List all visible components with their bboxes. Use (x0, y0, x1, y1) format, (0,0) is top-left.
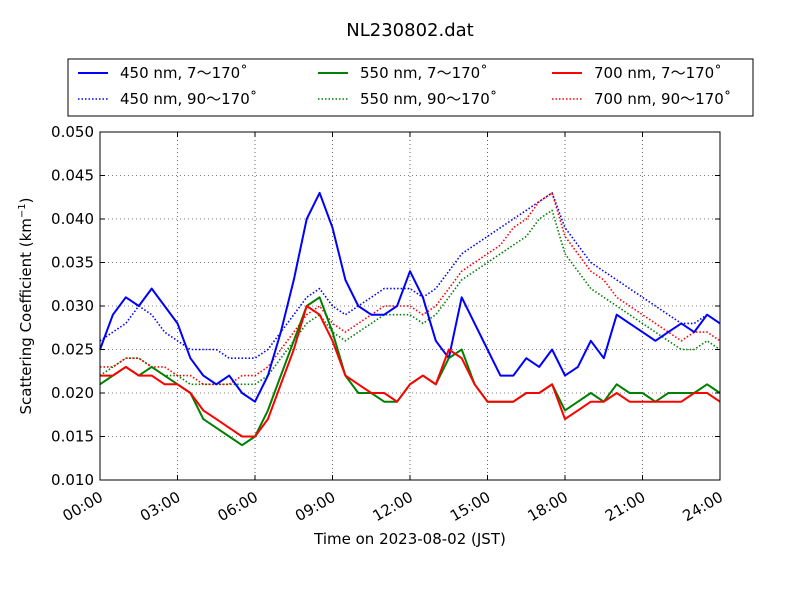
legend-item: 700 nm, 90～170˚ (552, 90, 731, 108)
legend-label: 550 nm, 90～170˚ (360, 90, 497, 108)
legend-label: 700 nm, 7～170˚ (594, 64, 722, 82)
series-line-450-nm-7-170- (99, 191, 721, 403)
legend-item: 450 nm, 7～170˚ (78, 64, 248, 82)
y-axis-label-superscript: −1 (17, 203, 28, 218)
legend-label: 450 nm, 7～170˚ (120, 64, 248, 82)
y-axis-label: Scattering Coefficient (km−1) (17, 197, 35, 414)
legend-label: 700 nm, 90～170˚ (594, 90, 731, 108)
legend-item: 550 nm, 7～170˚ (318, 64, 488, 82)
plot-area: 00:00 03:00 06:00 09:00 12:00 15:00 18:00 21:00… (51, 123, 726, 525)
legend-item: 700 nm, 7～170˚ (552, 64, 722, 82)
legend-item: 450 nm, 90～170˚ (78, 90, 257, 108)
x-axis-label: Time on 2023-08-02 (JST) (313, 530, 506, 548)
y-tick-label: 0.015 (51, 428, 94, 446)
series-line-700-nm-7-170- (100, 305, 721, 438)
y-axis-label-close: ) (17, 197, 35, 203)
legend-label: 550 nm, 7～170˚ (360, 64, 488, 82)
y-axis-label-main: Scattering Coefficient (km (17, 218, 35, 414)
y-tick-label: 0.020 (51, 384, 94, 402)
y-tick-label: 0.025 (51, 341, 94, 359)
y-tick-label: 0.035 (51, 254, 94, 272)
legend-entries: 450 nm, 7～170˚ 450 nm, 90～170˚ 550 nm, 7～1… (78, 64, 731, 108)
legend: 450 nm, 7～170˚ 450 nm, 90～170˚ 550 nm, 7～1… (67, 58, 754, 117)
series-line-550-nm-90-170- (99, 209, 721, 386)
y-tick-label: 0.040 (51, 210, 94, 228)
y-tick-label: 0.010 (51, 471, 94, 489)
y-tick-label: 0.050 (51, 123, 94, 141)
legend-item: 550 nm, 90～170˚ (318, 90, 497, 108)
series-layer (99, 191, 721, 447)
legend-frame (67, 58, 754, 117)
legend-label: 450 nm, 90～170˚ (120, 90, 257, 108)
chart-title: NL230802.dat (346, 20, 473, 41)
y-tick-label: 0.045 (51, 167, 94, 185)
series-line-450-nm-90-170- (99, 192, 721, 360)
y-tick-label: 0.030 (51, 297, 94, 315)
